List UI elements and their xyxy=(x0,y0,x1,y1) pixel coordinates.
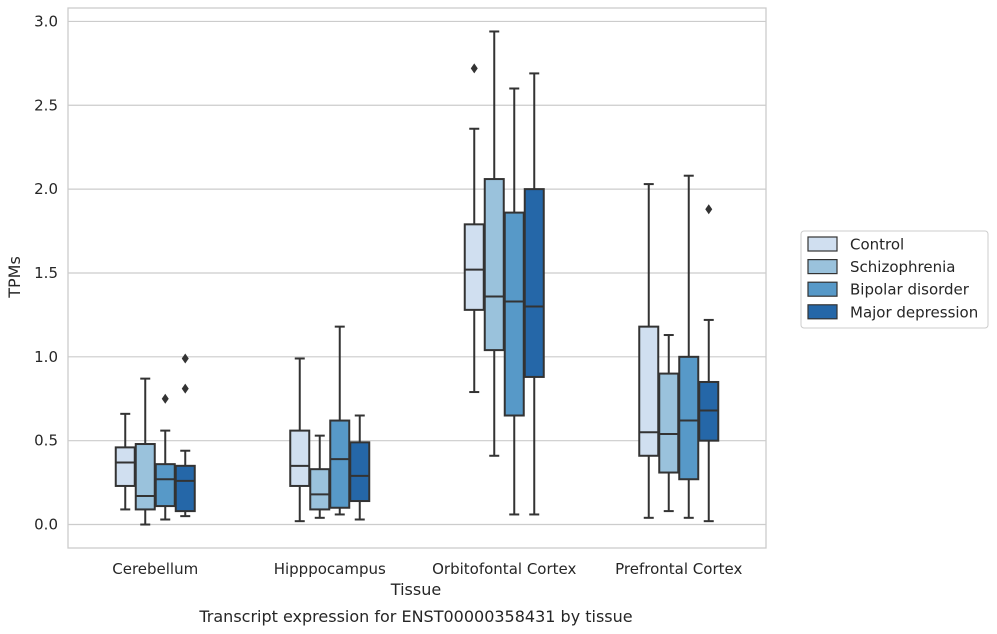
outlier-point xyxy=(181,383,189,394)
legend-swatch xyxy=(807,236,838,252)
y-axis-label: TPMs xyxy=(5,256,24,299)
legend-label: Major depression xyxy=(850,303,978,321)
x-tick-labels: Cerebellum Hipppocampus Orbitofontal Corte… xyxy=(112,560,742,578)
box-bipolar-disorder xyxy=(329,325,351,516)
x-tick-label: Hipppocampus xyxy=(274,560,386,578)
box-schizophrenia xyxy=(483,30,505,457)
outlier-point xyxy=(705,204,713,215)
legend-swatch xyxy=(807,281,838,297)
box-iqr xyxy=(154,463,176,508)
box-bipolar-disorder xyxy=(154,393,176,521)
box-control xyxy=(638,183,660,519)
outlier-point xyxy=(181,353,189,364)
boxes xyxy=(114,30,720,526)
y-tick-label: 1.0 xyxy=(34,348,58,366)
box-iqr xyxy=(463,223,485,311)
legend-label: Schizophrenia xyxy=(850,258,955,276)
box-schizophrenia xyxy=(134,377,156,526)
legend-label: Control xyxy=(850,236,904,254)
x-tick-label: Cerebellum xyxy=(112,560,198,578)
outlier-point xyxy=(161,393,169,404)
legend-swatch xyxy=(807,304,838,320)
box-control xyxy=(289,357,311,523)
y-tick-label: 0.0 xyxy=(34,516,58,534)
box-bipolar-disorder xyxy=(503,87,525,516)
legend-label: Bipolar disorder xyxy=(850,281,970,299)
box-iqr xyxy=(349,441,371,503)
plot-frame xyxy=(67,7,767,549)
box-major-depression xyxy=(523,72,545,516)
box-control xyxy=(114,412,136,511)
box-iqr xyxy=(678,355,700,481)
box-iqr xyxy=(289,429,311,487)
legend-frame xyxy=(800,230,989,329)
x-tick-label: Orbitofontal Cortex xyxy=(432,560,576,578)
box-iqr xyxy=(483,178,505,352)
box-schizophrenia xyxy=(658,334,680,513)
box-control xyxy=(463,63,485,394)
y-tick-label: 1.5 xyxy=(34,264,58,282)
box-major-depression xyxy=(174,353,196,518)
y-tick-label: 2.5 xyxy=(34,96,58,114)
y-tick-label: 2.0 xyxy=(34,180,58,198)
legend-swatch xyxy=(807,259,838,275)
y-tick-label: 3.0 xyxy=(34,12,58,30)
box-iqr xyxy=(638,325,660,457)
box-iqr xyxy=(134,443,156,511)
box-iqr xyxy=(309,468,331,511)
box-iqr xyxy=(329,419,351,509)
x-axis-label: Tissue xyxy=(390,580,441,599)
y-tick-label: 0.5 xyxy=(34,432,58,450)
box-iqr xyxy=(658,372,680,474)
box-major-depression xyxy=(349,414,371,521)
box-iqr xyxy=(503,211,525,417)
box-major-depression xyxy=(698,204,720,523)
box-iqr xyxy=(523,188,545,378)
outlier-point xyxy=(470,63,478,74)
box-iqr xyxy=(114,446,136,487)
box-iqr xyxy=(174,464,196,513)
box-schizophrenia xyxy=(309,434,331,519)
box-bipolar-disorder xyxy=(678,174,700,519)
figure-caption: Transcript expression for ENST0000035843… xyxy=(198,607,632,626)
y-tick-labels: 0.0 0.5 1.0 1.5 2.0 2.5 3.0 xyxy=(34,12,58,533)
x-tick-label: Prefrontal Cortex xyxy=(615,560,742,578)
legend: Control Schizophrenia Bipolar disorder Majo… xyxy=(800,230,989,329)
